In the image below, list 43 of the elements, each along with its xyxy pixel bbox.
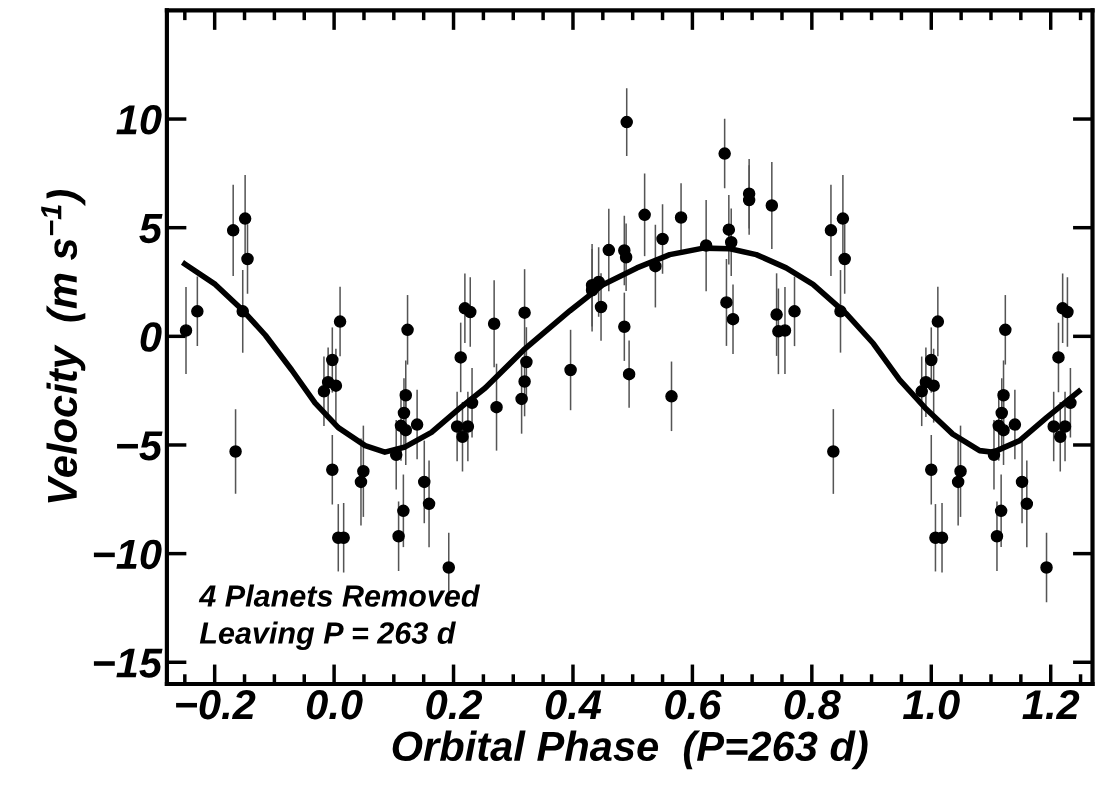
point — [999, 323, 1012, 337]
point — [931, 315, 945, 328]
point — [229, 445, 242, 458]
y-tick-label: −10 — [93, 539, 162, 570]
y-tick-label: −5 — [117, 431, 163, 461]
x-tick-label: −0.2 — [176, 689, 256, 720]
point — [995, 406, 1008, 420]
point — [1008, 418, 1022, 431]
point — [226, 224, 240, 237]
x-tick-label: 1.0 — [902, 689, 960, 720]
y-tick-label: −15 — [93, 648, 163, 678]
point — [954, 465, 967, 478]
point — [951, 475, 965, 489]
point — [1040, 561, 1053, 574]
point — [1058, 420, 1072, 433]
point — [997, 388, 1010, 402]
point — [1052, 351, 1065, 364]
point — [179, 324, 193, 337]
point — [994, 504, 1008, 518]
x-tick-label: 0.8 — [784, 689, 841, 720]
point — [1020, 497, 1034, 511]
y-tick-label: 10 — [116, 105, 162, 135]
point — [1047, 420, 1060, 433]
y-tick-label: 0 — [140, 322, 162, 352]
x-tick-label: 0.0 — [306, 689, 363, 720]
y-tick-label: 5 — [139, 214, 163, 244]
point — [191, 305, 204, 318]
x-tick-label: 1.2 — [1022, 689, 1080, 720]
point — [326, 463, 339, 477]
point — [990, 529, 1004, 543]
x-tick-label: 0.6 — [665, 689, 722, 720]
point — [241, 252, 254, 266]
point — [997, 423, 1010, 437]
annotation: Leaving P = 263 d — [199, 621, 456, 650]
y-axis-title: Velocity (m s$^{−1}$) — [41, 189, 86, 503]
x-tick-label: 0.4 — [545, 689, 602, 720]
point — [238, 212, 252, 225]
x-tick-label: 0.2 — [426, 689, 483, 720]
point — [326, 353, 339, 367]
point — [1061, 305, 1074, 319]
point — [1054, 430, 1067, 443]
point — [1015, 475, 1029, 489]
x-axis-title: Orbital Phase (P=263 d) — [392, 730, 868, 770]
